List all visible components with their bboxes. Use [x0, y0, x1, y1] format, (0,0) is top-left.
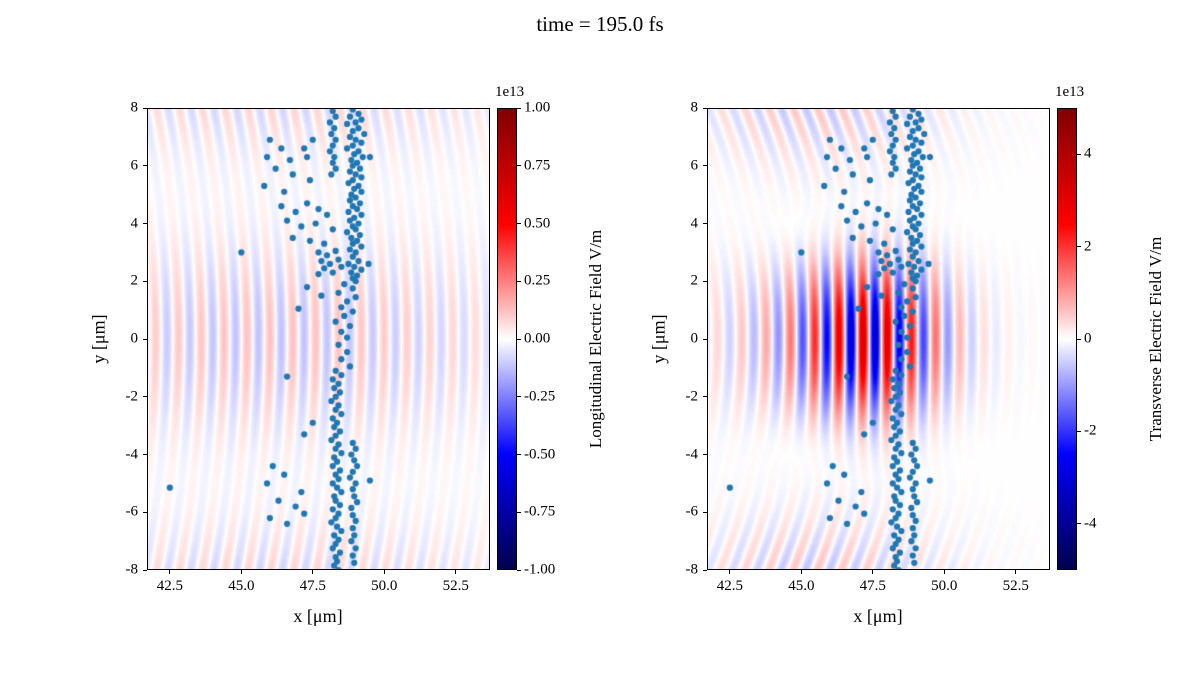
colorbar-longitudinal: [497, 108, 517, 570]
x-tick-mark: [169, 570, 171, 574]
colorbar-offset-transverse: 1e13: [1055, 84, 1085, 100]
y-tick-label: 6: [130, 157, 139, 174]
x-tick-label: 42.5: [716, 578, 743, 594]
colorbar-offset-longitudinal: 1e13: [495, 84, 525, 100]
y-tick-mark: [703, 338, 707, 340]
colorbar-label-transverse: Transverse Electric Field V/m: [1146, 236, 1165, 442]
colorbar-tick-label: -0.50: [524, 446, 556, 462]
y-tick-label: -4: [685, 446, 699, 462]
y-tick-label: -6: [685, 503, 699, 520]
colorbar-tick-mark: [517, 107, 521, 109]
y-tick-mark: [143, 511, 147, 513]
y-tick-label: -8: [125, 561, 139, 578]
y-tick-label: -2: [125, 388, 139, 405]
x-tick-mark: [800, 570, 802, 574]
x-tick-label: 47.5: [859, 578, 886, 594]
y-tick-mark: [143, 223, 147, 224]
x-tick-label: 45.0: [788, 578, 815, 594]
colorbar-tick-label: 2: [1084, 238, 1092, 255]
y-tick-label: 8: [690, 99, 699, 116]
y-tick-mark: [703, 280, 707, 282]
y-tick-label: 2: [130, 272, 139, 289]
colorbar-tick-mark: [1077, 338, 1081, 340]
x-tick-label: 42.5: [156, 578, 183, 594]
x-axis-label-longitudinal: x [μm]: [293, 606, 343, 626]
y-tick-label: 8: [130, 99, 139, 116]
colorbar-tick-label: 4: [1084, 145, 1092, 162]
x-tick-label: 45.0: [228, 578, 255, 594]
x-tick-mark: [943, 570, 945, 574]
y-tick-mark: [143, 165, 147, 167]
colorbar-tick-label: -1.00: [524, 561, 556, 578]
x-tick-label: 52.5: [442, 578, 469, 594]
colorbar-label-longitudinal: Longitudinal Electric Field V/m: [586, 229, 605, 449]
colorbar-tick-label: -0.25: [524, 388, 556, 405]
colorbar-tick-mark: [1077, 523, 1081, 525]
colorbar-tick-mark: [517, 396, 521, 398]
colorbar-tick-mark: [517, 165, 521, 167]
transverse-field-plot: [707, 108, 1050, 570]
y-tick-mark: [143, 454, 147, 455]
y-tick-label: -6: [125, 503, 139, 520]
y-tick-mark: [703, 569, 707, 571]
colorbar-tick-label: -4: [1084, 515, 1097, 532]
colorbar-tick-label: 0.25: [524, 272, 551, 289]
x-tick-mark: [729, 570, 731, 574]
colorbar-tick-mark: [517, 280, 521, 282]
y-tick-label: -8: [685, 561, 699, 578]
colorbar-tick-label: 0.00: [524, 330, 551, 347]
y-tick-mark: [703, 165, 707, 167]
colorbar-tick-label: 1.00: [524, 99, 551, 116]
y-tick-mark: [143, 280, 147, 282]
colorbar-tick-mark: [517, 223, 521, 224]
longitudinal-field-plot: [147, 108, 490, 570]
x-tick-label: 50.0: [931, 578, 958, 594]
x-tick-mark: [872, 570, 874, 574]
colorbar-tick-label: -0.75: [524, 503, 556, 520]
x-tick-label: 50.0: [371, 578, 398, 594]
y-tick-mark: [143, 338, 147, 340]
colorbar-tick-label: 0.75: [524, 157, 551, 174]
y-tick-mark: [703, 511, 707, 513]
y-tick-label: 0: [130, 330, 139, 347]
colorbar-tick-mark: [517, 569, 521, 571]
figure-title: time = 195.0 fs: [536, 12, 664, 36]
x-tick-label: 52.5: [1002, 578, 1029, 594]
x-tick-mark: [455, 570, 457, 574]
colorbar-tick-mark: [517, 511, 521, 513]
y-tick-label: 4: [690, 215, 699, 231]
y-tick-label: -4: [125, 446, 139, 462]
colorbar-tick-label: 0: [1084, 330, 1092, 347]
y-tick-mark: [703, 223, 707, 224]
y-tick-label: 4: [130, 215, 139, 231]
colorbar-tick-mark: [1077, 430, 1081, 432]
x-tick-mark: [1015, 570, 1017, 574]
y-tick-mark: [703, 396, 707, 398]
y-tick-mark: [703, 454, 707, 455]
colorbar-tick-label: -2: [1084, 422, 1097, 439]
x-tick-mark: [383, 570, 385, 574]
colorbar-tick-mark: [517, 454, 521, 455]
y-tick-label: 2: [690, 272, 699, 289]
y-tick-label: 0: [690, 330, 699, 347]
y-tick-mark: [143, 396, 147, 398]
colorbar-tick-mark: [517, 338, 521, 340]
colorbar-tick-mark: [1077, 153, 1081, 155]
y-tick-mark: [143, 569, 147, 571]
y-tick-mark: [703, 107, 707, 109]
y-axis-label-transverse: y [μm]: [648, 314, 669, 364]
x-axis-label-transverse: x [μm]: [853, 606, 903, 626]
x-tick-label: 47.5: [299, 578, 326, 594]
y-tick-mark: [143, 107, 147, 109]
y-tick-label: -2: [685, 388, 699, 405]
x-tick-mark: [312, 570, 314, 574]
y-tick-label: 6: [690, 157, 699, 174]
colorbar-tick-label: 0.50: [524, 215, 551, 231]
colorbar-transverse: [1057, 108, 1077, 570]
y-axis-label-longitudinal: y [μm]: [88, 314, 109, 364]
x-tick-mark: [240, 570, 242, 574]
colorbar-tick-mark: [1077, 246, 1081, 248]
